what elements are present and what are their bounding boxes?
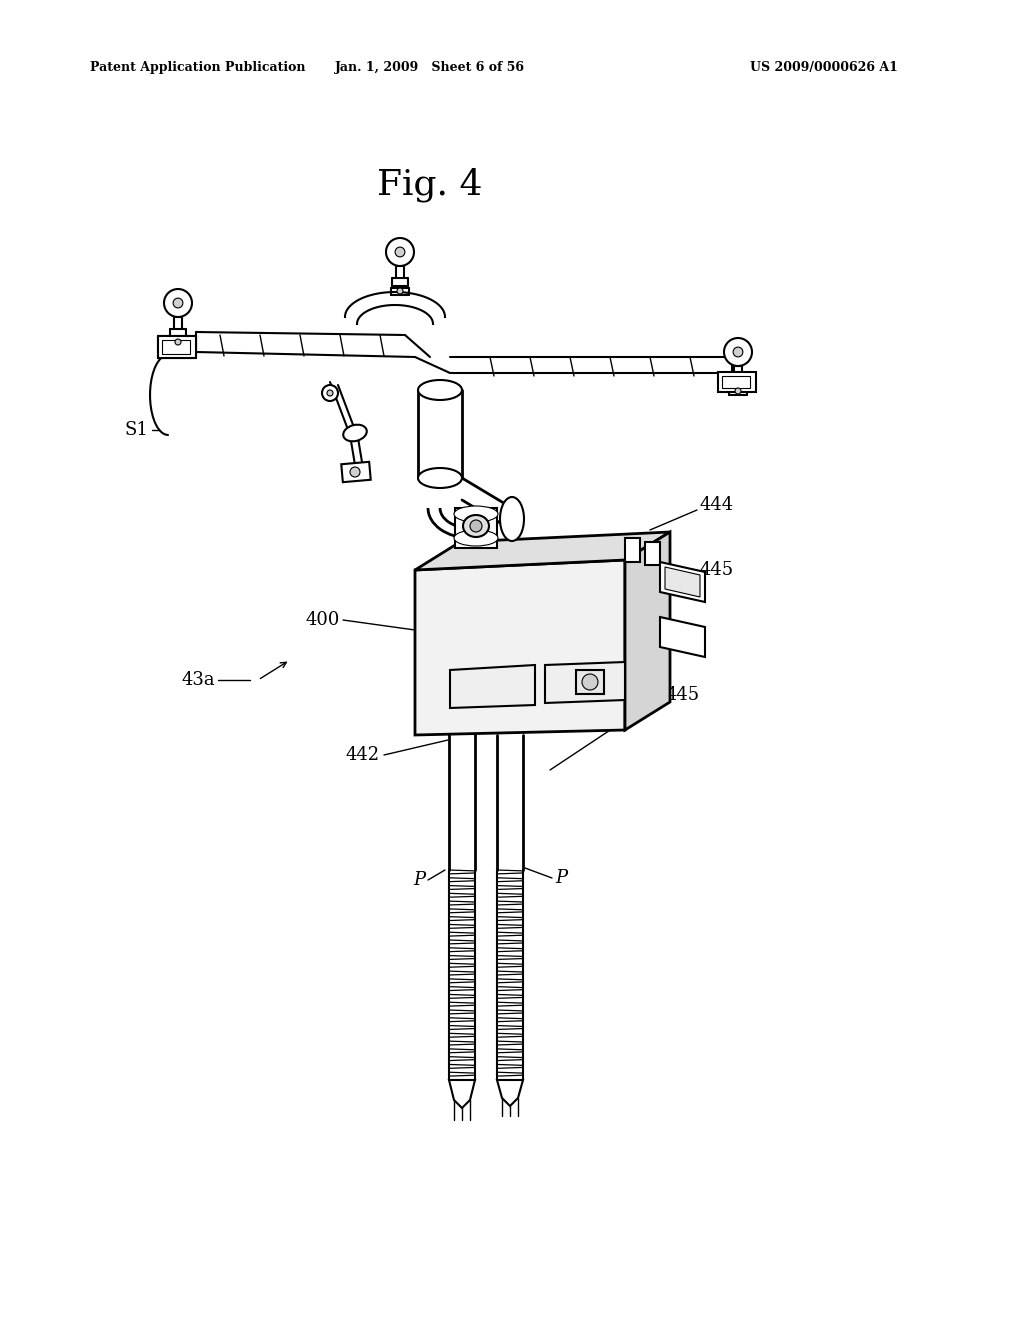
Bar (722, 376, 750, 388)
Polygon shape (645, 543, 660, 565)
Bar (718, 372, 756, 392)
Polygon shape (625, 539, 640, 562)
Bar (575, 671, 604, 694)
Circle shape (582, 675, 598, 690)
Text: Jan. 1, 2009   Sheet 6 of 56: Jan. 1, 2009 Sheet 6 of 56 (335, 62, 525, 74)
Text: 445: 445 (700, 561, 734, 579)
Polygon shape (497, 1080, 523, 1106)
Bar (341, 462, 371, 482)
Circle shape (322, 385, 338, 401)
Polygon shape (450, 665, 535, 708)
Ellipse shape (500, 498, 524, 541)
Polygon shape (660, 616, 705, 657)
Text: 444: 444 (700, 496, 734, 513)
Text: S1: S1 (124, 421, 148, 440)
Circle shape (327, 389, 333, 396)
Circle shape (724, 338, 752, 366)
Polygon shape (665, 568, 700, 597)
Text: Fig. 4: Fig. 4 (377, 168, 482, 202)
Polygon shape (415, 560, 625, 735)
Ellipse shape (463, 515, 489, 537)
Ellipse shape (343, 425, 367, 441)
Polygon shape (449, 1080, 475, 1107)
Circle shape (735, 388, 741, 393)
Text: P: P (413, 871, 425, 888)
Ellipse shape (454, 506, 498, 521)
Circle shape (470, 520, 482, 532)
Bar (158, 337, 196, 358)
Text: 442: 442 (346, 746, 380, 764)
Ellipse shape (418, 380, 462, 400)
Ellipse shape (454, 531, 498, 546)
Bar (455, 508, 497, 548)
Circle shape (397, 288, 403, 294)
Polygon shape (415, 532, 670, 570)
Circle shape (175, 339, 181, 345)
Text: US 2009/0000626 A1: US 2009/0000626 A1 (750, 62, 898, 74)
Text: 43a: 43a (181, 671, 215, 689)
Text: P: P (555, 869, 567, 887)
Circle shape (733, 347, 742, 356)
Polygon shape (625, 532, 670, 730)
Circle shape (164, 289, 193, 317)
Polygon shape (660, 562, 705, 602)
Circle shape (350, 467, 360, 477)
Circle shape (386, 238, 414, 267)
Polygon shape (545, 663, 625, 704)
Text: 400: 400 (305, 611, 340, 630)
Text: Patent Application Publication: Patent Application Publication (90, 62, 305, 74)
Ellipse shape (418, 469, 462, 488)
Circle shape (395, 247, 404, 257)
Text: 445: 445 (665, 686, 699, 704)
Bar (162, 341, 190, 354)
Circle shape (173, 298, 183, 308)
